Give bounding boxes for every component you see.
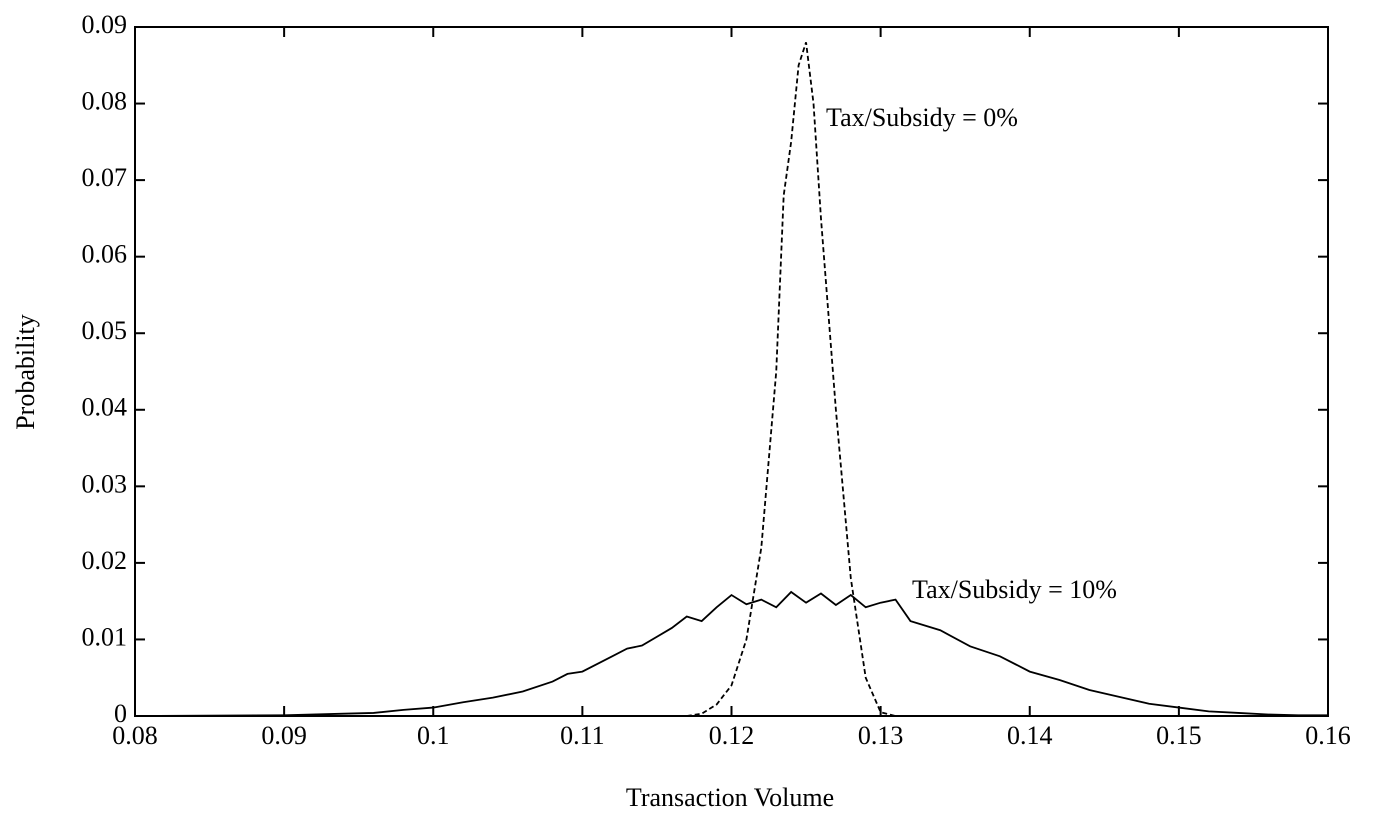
y-tick-label: 0.04	[82, 393, 128, 422]
x-tick-label: 0.16	[1305, 721, 1351, 750]
y-tick-label: 0.02	[82, 546, 128, 575]
y-tick-label: 0.08	[82, 87, 128, 116]
x-tick-label: 0.09	[261, 721, 307, 750]
y-tick-label: 0.05	[82, 316, 128, 345]
plot-frame	[134, 26, 1329, 717]
annotation: Tax/Subsidy = 10%	[912, 575, 1117, 604]
annotation: Tax/Subsidy = 0%	[826, 103, 1018, 132]
x-tick-label: 0.12	[709, 721, 755, 750]
line-series	[134, 590, 1328, 717]
x-axis-label: Transaction Volume	[626, 783, 834, 812]
x-tick-label: 0.1	[417, 721, 450, 750]
y-tick-label: 0.03	[82, 469, 128, 498]
line-series	[686, 42, 896, 717]
y-tick-label: 0.01	[82, 622, 128, 651]
x-tick-label: 0.11	[560, 721, 605, 750]
y-tick-label: 0.09	[82, 10, 128, 39]
y-tick-label: 0	[114, 699, 127, 728]
x-tick-label: 0.15	[1156, 721, 1202, 750]
x-tick-label: 0.13	[858, 721, 904, 750]
x-tick-label: 0.14	[1007, 721, 1053, 750]
y-tick-label: 0.07	[82, 163, 128, 192]
y-tick-label: 0.06	[82, 240, 128, 269]
x-tick-label: 0.08	[112, 721, 158, 750]
y-axis-label: Probability	[11, 314, 40, 430]
